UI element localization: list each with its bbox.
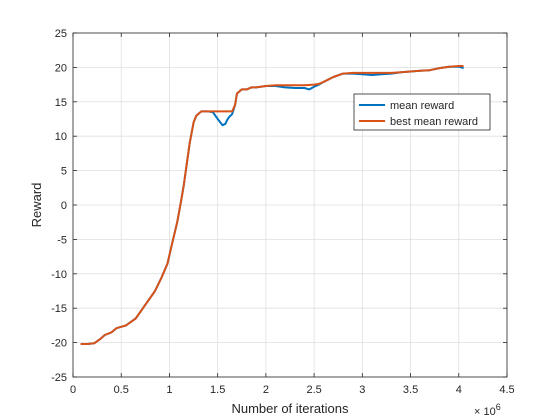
y-tick-label: -10 [51, 269, 67, 281]
y-tick-label: 10 [55, 131, 67, 143]
y-tick-label: 20 [55, 62, 67, 74]
x-tick-label: 1 [166, 384, 172, 396]
x-axis-exponent-base: × 10 [474, 406, 496, 418]
legend-entry-mean-reward: mean reward [390, 100, 454, 112]
y-tick-label: -20 [51, 338, 67, 350]
legend-entry-best-mean-reward: best mean reward [390, 116, 478, 128]
y-tick-label: 0 [61, 200, 67, 212]
y-tick-label: -5 [57, 234, 67, 246]
x-tick-label: 2 [263, 384, 269, 396]
legend-box [353, 93, 491, 131]
y-tick-label: 25 [55, 28, 67, 40]
y-axis-label: Reward [29, 183, 44, 228]
x-tick-label: 4.5 [499, 384, 514, 396]
series-line-best-mean-reward [80, 65, 464, 345]
legend: mean reward best mean reward [353, 93, 491, 131]
x-tick-label: 3 [359, 384, 365, 396]
axis-ticks: 0 0.5 1 1.5 2 2.5 3 3.5 4 4.5 -25 -20 -15 -10 -5 0 5 10 15… [51, 28, 515, 396]
y-tick-label: -25 [51, 372, 67, 384]
x-axis-exponent-power: 6 [496, 402, 501, 412]
x-tick-label: 3.5 [403, 384, 418, 396]
x-tick-label: 4 [456, 384, 462, 396]
x-axis-label: Number of iterations [231, 401, 349, 416]
y-tick-label: 5 [61, 166, 67, 178]
y-tick-label: 15 [55, 97, 67, 109]
x-tick-label: 0 [70, 384, 76, 396]
x-tick-label: 0.5 [114, 384, 129, 396]
x-tick-label: 2.5 [306, 384, 321, 396]
x-axis-exponent: × 106 [474, 402, 501, 418]
x-tick-label: 1.5 [210, 384, 225, 396]
series-lines [80, 65, 464, 345]
y-tick-label: -15 [51, 303, 67, 315]
